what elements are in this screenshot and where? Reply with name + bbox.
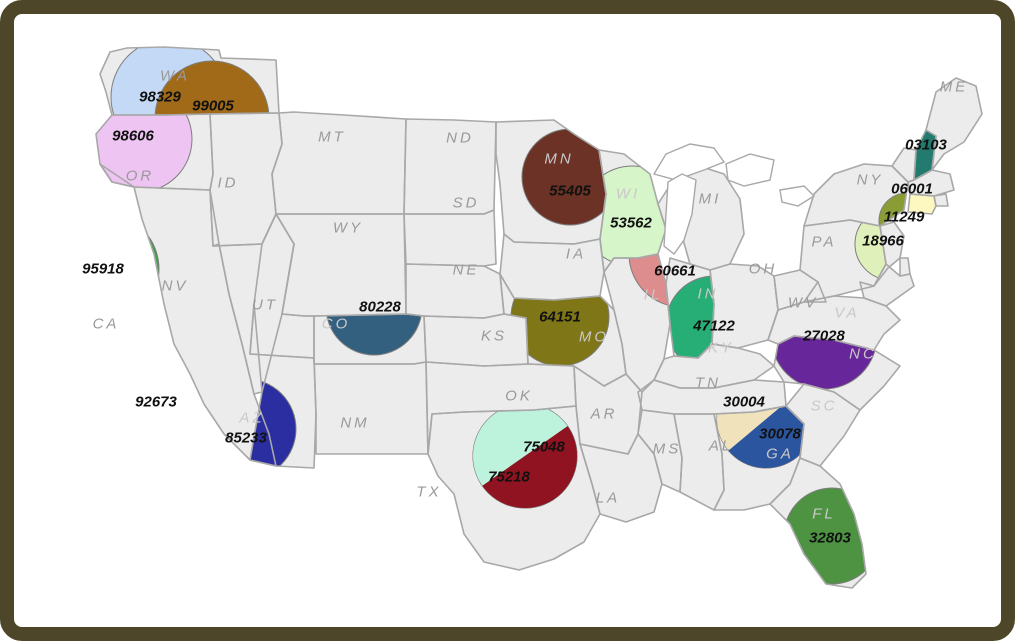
bubble-group-03103[interactable] [890, 111, 970, 191]
bubble-group-95918[interactable] [47, 212, 160, 326]
bubble-group-92673[interactable] [97, 360, 188, 452]
bubble-85233[interactable] [196, 378, 297, 479]
bubble-group-75048[interactable] [409, 340, 593, 504]
state-shape-ar [574, 366, 642, 454]
lakes-layer [652, 143, 816, 256]
state-shape-ne [406, 264, 504, 318]
state-shape-me [926, 78, 982, 170]
state-border-me [925, 77, 983, 171]
bubble-group-99005[interactable] [154, 60, 270, 175]
bubble-60661[interactable] [628, 201, 735, 308]
state-border-nc [773, 335, 901, 411]
us-map-svg[interactable] [14, 14, 1015, 641]
state-shape-mt [272, 112, 406, 214]
state-border-tx [427, 405, 601, 571]
state-border-la [579, 433, 663, 523]
bubble-92673[interactable] [97, 360, 188, 452]
state-border-ct [907, 193, 937, 215]
bubble-80228[interactable] [325, 259, 423, 356]
state-shape-sc [786, 384, 860, 466]
state-shape-de [900, 258, 910, 276]
state-shape-ma [908, 170, 954, 196]
bubble-group-80228[interactable] [325, 259, 423, 356]
state-shape-nd [404, 119, 496, 214]
state-shape-sd [404, 210, 496, 266]
state-shape-nj [874, 222, 904, 286]
state-shape-nm [314, 358, 428, 454]
bubble-group-47122[interactable] [666, 275, 762, 372]
map-canvas[interactable]: WA OR ID MT ND SD WY NE IA NV UT CO KS MO CA MN WI MI IL IN… [14, 14, 1015, 641]
bubble-half-30004[interactable] [706, 369, 877, 530]
bubble-group-98606[interactable] [86, 86, 193, 192]
state-shape-ms [638, 410, 682, 492]
state-shape-vt [892, 148, 916, 182]
lake-3 [725, 153, 775, 187]
bubble-group-75218[interactable] [457, 408, 641, 572]
state-shape-ky [654, 344, 774, 388]
bubble-group-60661[interactable] [628, 201, 735, 308]
state-border-md [859, 263, 915, 307]
state-shape-id [210, 113, 282, 246]
bubble-95918[interactable] [47, 212, 160, 326]
state-shape-ok [426, 362, 576, 454]
state-shape-ri [934, 194, 948, 206]
bubble-98606[interactable] [86, 86, 193, 192]
state-shape-wy [276, 214, 406, 316]
bubble-18966[interactable] [854, 208, 927, 281]
state-shape-oh [710, 264, 778, 348]
state-border-nm [313, 357, 429, 455]
bubble-47122[interactable] [666, 275, 762, 372]
bubble-half-75048[interactable] [409, 340, 593, 504]
state-shape-tn [638, 380, 786, 414]
state-shape-al [674, 414, 724, 510]
state-shape-wv [768, 270, 826, 340]
state-shape-la [580, 434, 662, 522]
state-shape-ks [424, 314, 528, 366]
bubble-03103[interactable] [890, 111, 970, 191]
lake-2 [663, 173, 697, 256]
lake-4 [779, 185, 816, 207]
state-borders-layer [95, 46, 983, 589]
state-shape-ca [100, 164, 276, 466]
state-shape-ut [250, 214, 314, 358]
bubble-group-30004[interactable] [706, 369, 877, 530]
bubble-half-75218[interactable] [457, 408, 641, 572]
bubble-group-85233[interactable] [196, 378, 297, 479]
state-shape-ia [500, 234, 604, 300]
bubble-99005[interactable] [154, 60, 270, 175]
bubble-group-18966[interactable] [854, 208, 927, 281]
